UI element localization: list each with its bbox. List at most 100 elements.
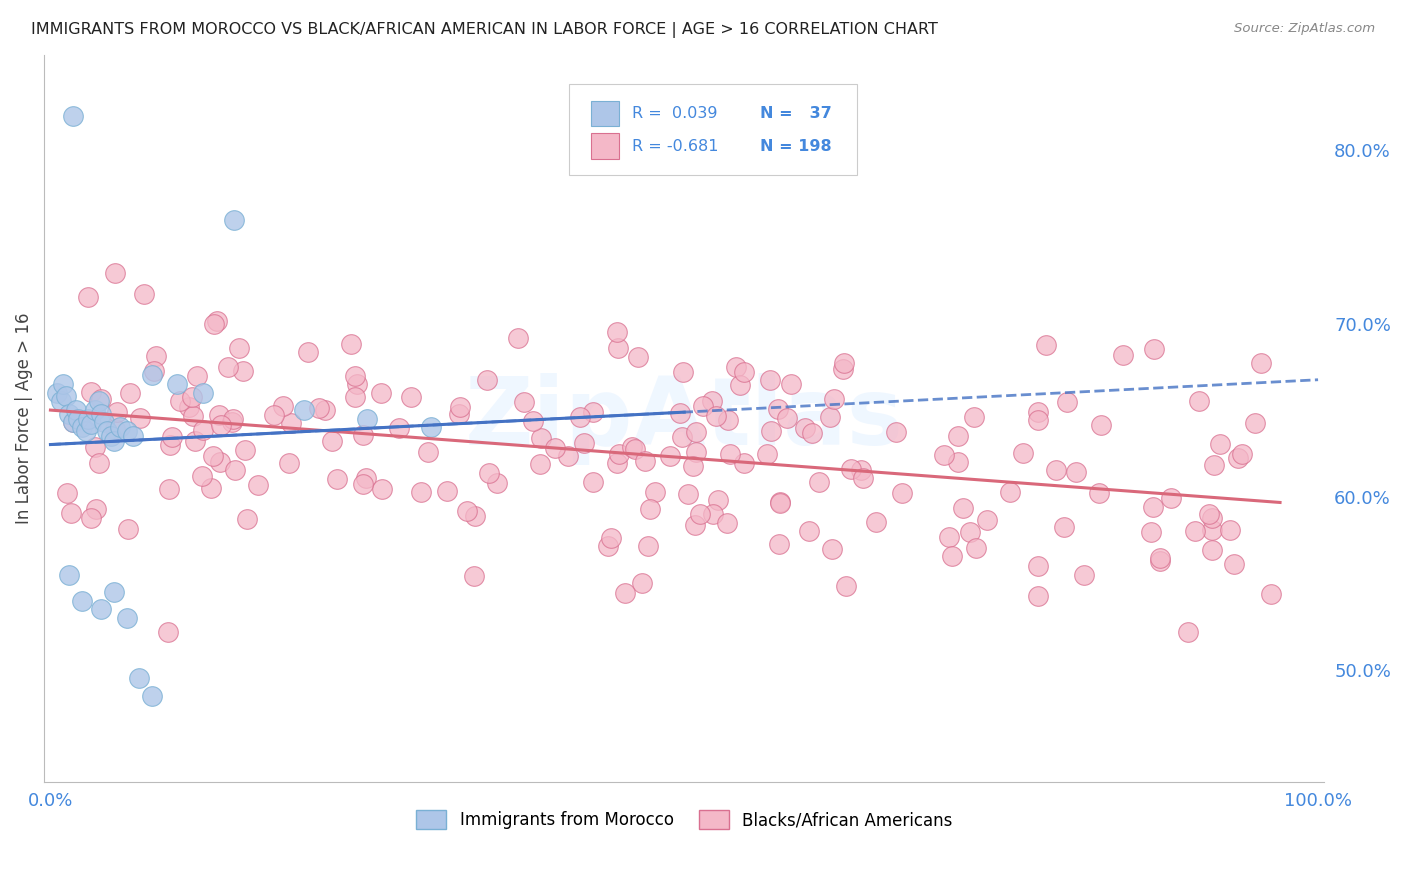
Point <box>217 359 239 374</box>
Point <box>117 522 139 536</box>
Point <box>769 496 792 510</box>
Point <box>346 376 368 391</box>
FancyBboxPatch shape <box>591 133 619 159</box>
Point <box>1088 485 1111 500</box>
Point <box>963 409 986 424</box>
Point <box>717 413 740 427</box>
Point <box>447 407 470 421</box>
Point <box>224 462 246 476</box>
Point <box>87 394 110 409</box>
Point <box>62 415 84 429</box>
Point <box>418 444 440 458</box>
Point <box>55 389 77 403</box>
Point <box>370 483 392 497</box>
Point <box>759 425 782 439</box>
Point <box>70 420 93 434</box>
Point <box>70 593 93 607</box>
Point <box>103 585 125 599</box>
Point <box>344 368 367 383</box>
Point <box>1160 491 1182 506</box>
Point <box>180 390 202 404</box>
Point <box>356 411 378 425</box>
Point <box>1232 448 1254 462</box>
Point <box>685 425 707 439</box>
Point <box>115 424 138 438</box>
Point <box>209 418 232 433</box>
Point <box>932 448 955 462</box>
Point <box>169 394 191 409</box>
Y-axis label: In Labor Force | Age > 16: In Labor Force | Age > 16 <box>15 313 32 524</box>
Point <box>852 471 875 485</box>
Point <box>343 390 366 404</box>
Point <box>658 449 681 463</box>
Point <box>849 462 872 476</box>
Point <box>718 446 741 460</box>
Point <box>326 472 349 486</box>
Point <box>228 341 250 355</box>
Point <box>823 392 845 407</box>
Point <box>96 424 118 438</box>
Point <box>865 515 887 529</box>
Point <box>181 409 204 424</box>
Point <box>160 430 183 444</box>
Point <box>1056 395 1078 409</box>
Point <box>1184 524 1206 538</box>
Point <box>682 458 704 473</box>
Point <box>80 417 103 431</box>
Point <box>352 427 374 442</box>
Point <box>1208 436 1230 450</box>
Point <box>1227 451 1250 466</box>
Point <box>948 429 970 443</box>
Point <box>606 456 628 470</box>
Point <box>692 399 714 413</box>
Point <box>1149 551 1171 566</box>
Text: R =  0.039: R = 0.039 <box>631 106 717 120</box>
Point <box>419 420 441 434</box>
Point <box>1250 356 1272 370</box>
Point <box>631 576 654 591</box>
Point <box>222 412 245 426</box>
Point <box>141 689 163 703</box>
Point <box>1204 458 1226 472</box>
Point <box>1073 567 1095 582</box>
Point <box>1053 520 1076 534</box>
Point <box>77 411 100 425</box>
Point <box>208 408 231 422</box>
Point <box>676 487 699 501</box>
Point <box>508 331 530 345</box>
Point <box>121 429 143 443</box>
Point <box>776 411 799 425</box>
Point <box>702 507 724 521</box>
Point <box>884 425 907 440</box>
Point <box>706 409 728 423</box>
Point <box>839 462 862 476</box>
Point <box>644 485 666 500</box>
Point <box>1090 417 1112 432</box>
Point <box>159 438 181 452</box>
Point <box>236 512 259 526</box>
Point <box>800 426 823 441</box>
Point <box>352 477 374 491</box>
Point <box>128 411 150 425</box>
Point <box>200 481 222 495</box>
Point <box>766 401 789 416</box>
Point <box>205 313 228 327</box>
Point <box>90 392 112 406</box>
Text: IMMIGRANTS FROM MOROCCO VS BLACK/AFRICAN AMERICAN IN LABOR FORCE | AGE > 16 CORR: IMMIGRANTS FROM MOROCCO VS BLACK/AFRICAN… <box>31 22 938 38</box>
Point <box>623 442 645 456</box>
Point <box>544 441 567 455</box>
Point <box>67 411 90 425</box>
Point <box>572 435 595 450</box>
Point <box>340 336 363 351</box>
Point <box>308 401 330 415</box>
Point <box>959 525 981 540</box>
Point <box>202 449 225 463</box>
Point <box>724 359 747 374</box>
Point <box>224 212 246 227</box>
Point <box>449 400 471 414</box>
Text: R = -0.681: R = -0.681 <box>631 138 718 153</box>
Point <box>685 445 707 459</box>
Point <box>90 602 112 616</box>
Point <box>821 541 844 556</box>
Point <box>529 457 551 471</box>
